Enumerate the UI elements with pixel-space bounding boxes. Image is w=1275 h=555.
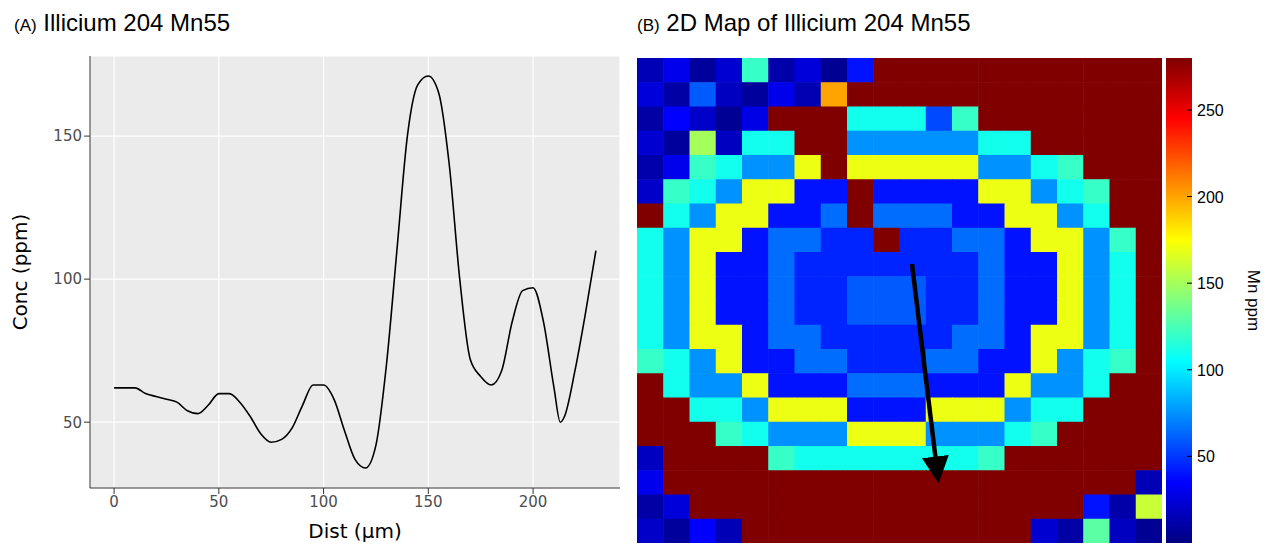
- html-text:(A) Illicium 204 Mn55: (A) Illicium 204 Mn55: [14, 9, 231, 36]
- svg-text:Dist (µm): Dist (µm): [308, 519, 401, 543]
- svg-text:100: 100: [309, 493, 338, 511]
- svg-text:Conc (ppm): Conc (ppm): [8, 214, 32, 331]
- html-text:(B) 2D Map of Illicium 204 Mn5: (B) 2D Map of Illicium 204 Mn55: [637, 9, 971, 36]
- svg-text:100: 100: [1197, 362, 1224, 379]
- svg-text:150: 150: [53, 127, 82, 145]
- svg-text:50: 50: [1197, 448, 1215, 465]
- svg-text:250: 250: [1197, 102, 1224, 119]
- svg-text:150: 150: [414, 493, 443, 511]
- svg-text:50: 50: [209, 493, 228, 511]
- svg-text:200: 200: [1197, 189, 1224, 206]
- svg-text:Mn ppm: Mn ppm: [1244, 270, 1263, 331]
- svg-text:150: 150: [1197, 275, 1224, 292]
- svg-text:200: 200: [519, 493, 548, 511]
- svg-text:0: 0: [109, 493, 119, 511]
- svg-text:100: 100: [53, 270, 82, 288]
- svg-text:50: 50: [63, 414, 82, 432]
